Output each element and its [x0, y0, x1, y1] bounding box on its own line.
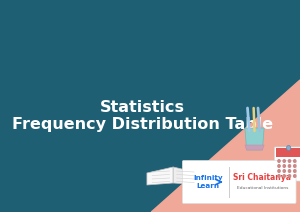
- Circle shape: [288, 175, 291, 177]
- Text: Statistics: Statistics: [100, 99, 185, 114]
- Circle shape: [283, 170, 285, 172]
- FancyBboxPatch shape: [182, 160, 296, 204]
- Circle shape: [278, 175, 280, 177]
- Circle shape: [288, 170, 291, 172]
- Circle shape: [278, 170, 280, 172]
- Circle shape: [283, 165, 285, 167]
- Circle shape: [288, 160, 291, 162]
- Text: Educational Institutions: Educational Institutions: [237, 186, 288, 190]
- Polygon shape: [245, 128, 264, 150]
- Circle shape: [294, 160, 296, 162]
- Polygon shape: [147, 167, 173, 185]
- Polygon shape: [173, 167, 200, 185]
- Circle shape: [288, 165, 291, 167]
- Text: Sri Chaitanya: Sri Chaitanya: [233, 173, 291, 183]
- Circle shape: [283, 175, 285, 177]
- Circle shape: [294, 165, 296, 167]
- Polygon shape: [245, 145, 264, 150]
- Circle shape: [294, 175, 296, 177]
- FancyBboxPatch shape: [274, 147, 300, 181]
- Text: Infinity
Learn: Infinity Learn: [193, 175, 223, 189]
- Circle shape: [294, 170, 296, 172]
- Polygon shape: [151, 80, 300, 212]
- Circle shape: [283, 160, 285, 162]
- Circle shape: [286, 145, 291, 151]
- Bar: [275, 148, 300, 157]
- Circle shape: [278, 165, 280, 167]
- Text: Frequency Distribution Table: Frequency Distribution Table: [12, 117, 273, 132]
- Circle shape: [278, 160, 280, 162]
